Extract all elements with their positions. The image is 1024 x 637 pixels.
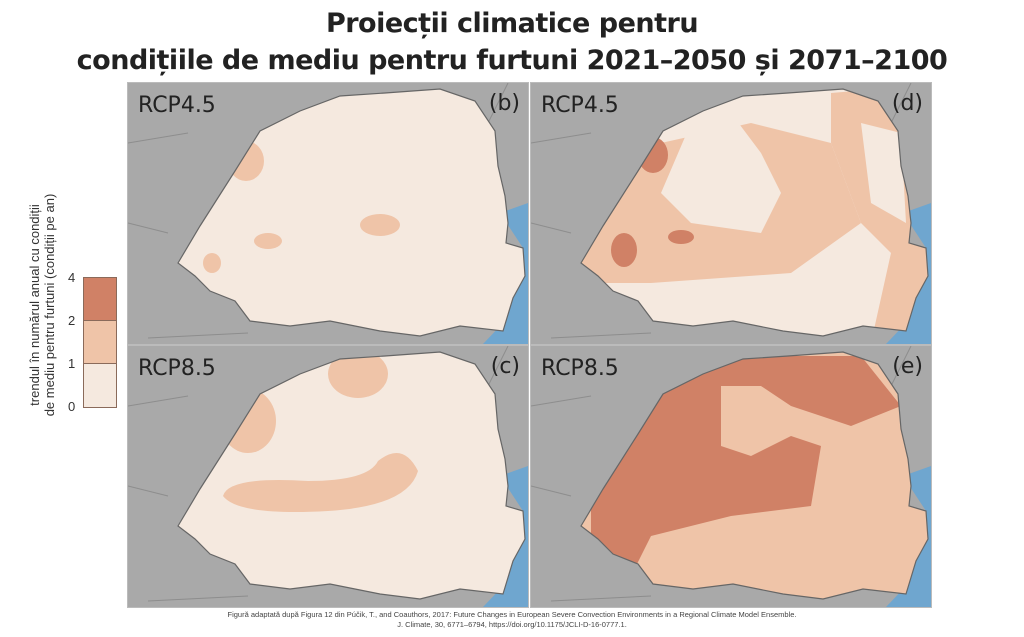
scenario-label: RCP4.5 <box>541 93 619 118</box>
country-border <box>177 88 526 337</box>
caption-line-2: J. Climate, 30, 6771–6794, https://doi.o… <box>397 620 627 629</box>
romania-map <box>128 83 528 344</box>
title-line-2: condițiile de mediu pentru furtuni 2021–… <box>76 45 948 76</box>
legend-swatch-high <box>83 277 117 322</box>
legend-tick: 2 <box>68 313 76 328</box>
map-panel-c: RCP8.5 (c) <box>127 345 529 608</box>
scenario-label: RCP4.5 <box>138 93 216 118</box>
title-line-1: Proiecții climatice pentru <box>325 8 699 39</box>
panel-letter: (e) <box>892 354 923 379</box>
legend-tick: 4 <box>68 270 76 285</box>
black-sea <box>483 203 528 344</box>
map-panel-e: RCP8.5 (e) <box>530 345 932 608</box>
scenario-label: RCP8.5 <box>541 356 619 381</box>
scenario-label: RCP8.5 <box>138 356 216 381</box>
panel-letter: (c) <box>490 354 520 379</box>
panel-letter: (b) <box>488 91 520 116</box>
country-border <box>580 351 929 600</box>
romania-map <box>531 83 931 344</box>
legend-title: trendul în numărul anual cu condiții de … <box>27 175 57 435</box>
black-sea <box>886 466 931 607</box>
legend-swatch-mid <box>83 320 117 365</box>
legend-tick: 1 <box>68 356 76 371</box>
legend-title-line-2: de mediu pentru furtuni (condiții pe an) <box>42 193 57 417</box>
romania-map <box>128 346 528 607</box>
map-panel-d: RCP4.5 (d) <box>530 82 932 345</box>
romania-map <box>531 346 931 607</box>
legend-swatch-low <box>83 363 117 408</box>
caption: Figură adaptată după Figura 12 din Púčik… <box>0 610 1024 630</box>
country-border <box>177 351 526 600</box>
legend-title-line-1: trendul în numărul anual cu condiții <box>27 204 42 406</box>
black-sea <box>483 466 528 607</box>
caption-line-1: Figură adaptată după Figura 12 din Púčik… <box>227 610 797 619</box>
legend-tick: 0 <box>68 399 76 414</box>
country-border <box>580 88 929 337</box>
map-panel-b: RCP4.5 (b) <box>127 82 529 345</box>
black-sea <box>886 203 931 344</box>
panel-letter: (d) <box>891 91 923 116</box>
